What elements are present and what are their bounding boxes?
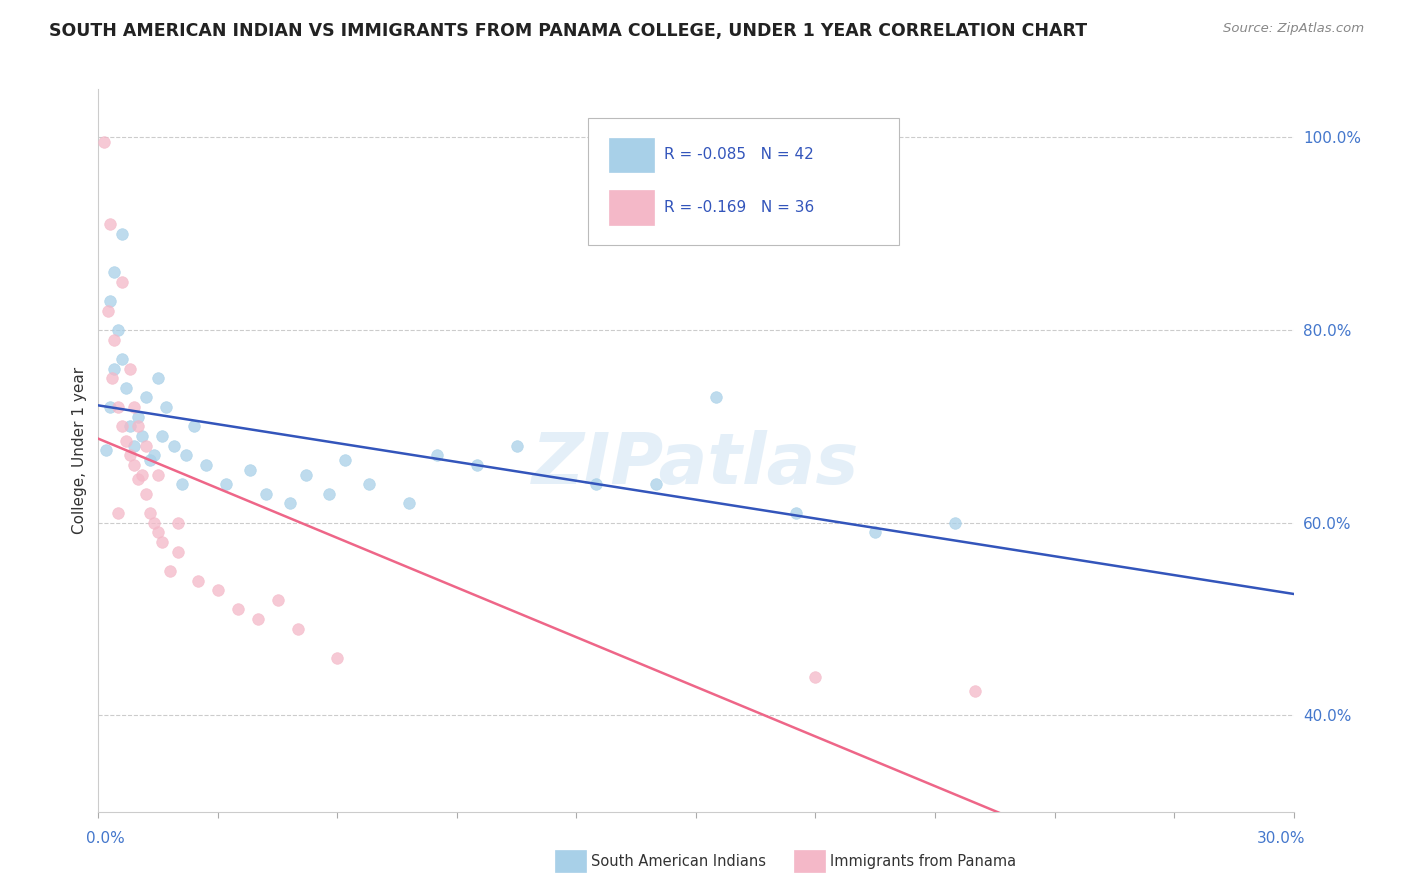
Point — [207, 583, 229, 598]
Point — [120, 419, 142, 434]
Point — [506, 439, 529, 453]
Point — [111, 419, 134, 434]
Point — [963, 684, 986, 698]
Point — [124, 400, 146, 414]
Point — [865, 525, 887, 540]
Point — [98, 400, 122, 414]
Point — [148, 371, 170, 385]
Point — [294, 467, 316, 482]
Point — [107, 400, 129, 414]
Point — [804, 670, 827, 684]
Point — [96, 443, 118, 458]
Point — [103, 333, 125, 347]
Point — [135, 487, 157, 501]
Text: 30.0%: 30.0% — [1257, 831, 1306, 846]
Point — [287, 622, 309, 636]
Point — [127, 409, 149, 424]
Point — [111, 275, 134, 289]
Point — [318, 487, 340, 501]
Point — [465, 458, 488, 472]
Point — [101, 371, 124, 385]
Point — [278, 496, 301, 510]
Point — [111, 227, 134, 241]
Point — [359, 477, 381, 491]
Point — [131, 467, 153, 482]
FancyBboxPatch shape — [589, 118, 900, 244]
Point — [135, 391, 157, 405]
Text: South American Indians: South American Indians — [591, 855, 765, 869]
Point — [645, 477, 668, 491]
Point — [785, 506, 807, 520]
Point — [704, 391, 727, 405]
Point — [98, 294, 122, 309]
Text: ZIPatlas: ZIPatlas — [533, 431, 859, 500]
Point — [183, 419, 205, 434]
Point — [98, 217, 122, 231]
Point — [155, 400, 177, 414]
Point — [267, 592, 290, 607]
Point — [131, 429, 153, 443]
Point — [254, 487, 277, 501]
Text: SOUTH AMERICAN INDIAN VS IMMIGRANTS FROM PANAMA COLLEGE, UNDER 1 YEAR CORRELATIO: SOUTH AMERICAN INDIAN VS IMMIGRANTS FROM… — [49, 22, 1087, 40]
FancyBboxPatch shape — [609, 137, 654, 172]
FancyBboxPatch shape — [609, 190, 654, 225]
Point — [115, 434, 138, 448]
Point — [163, 439, 186, 453]
Point — [103, 265, 125, 279]
Y-axis label: College, Under 1 year: College, Under 1 year — [72, 367, 87, 534]
Point — [139, 453, 162, 467]
Text: 0.0%: 0.0% — [87, 831, 125, 846]
Point — [103, 361, 125, 376]
Point — [107, 506, 129, 520]
Text: Source: ZipAtlas.com: Source: ZipAtlas.com — [1223, 22, 1364, 36]
Point — [239, 463, 262, 477]
Text: R = -0.085   N = 42: R = -0.085 N = 42 — [664, 147, 814, 162]
Point — [150, 429, 173, 443]
Text: Immigrants from Panama: Immigrants from Panama — [830, 855, 1015, 869]
Point — [127, 419, 149, 434]
Point — [148, 525, 170, 540]
Point — [120, 361, 142, 376]
Point — [120, 448, 142, 462]
Point — [167, 544, 190, 558]
Point — [150, 535, 173, 549]
Point — [143, 448, 166, 462]
Point — [174, 448, 197, 462]
Point — [335, 453, 357, 467]
Point — [246, 612, 269, 626]
Point — [139, 506, 162, 520]
Point — [426, 448, 449, 462]
Point — [127, 472, 149, 486]
Point — [148, 467, 170, 482]
Point — [215, 477, 238, 491]
Point — [111, 351, 134, 366]
Point — [585, 477, 607, 491]
Point — [115, 381, 138, 395]
Text: R = -0.169   N = 36: R = -0.169 N = 36 — [664, 200, 814, 215]
Point — [172, 477, 194, 491]
Point — [135, 439, 157, 453]
Point — [943, 516, 966, 530]
Point — [326, 650, 349, 665]
Point — [93, 135, 115, 149]
Point — [187, 574, 209, 588]
Point — [124, 439, 146, 453]
Point — [143, 516, 166, 530]
Point — [124, 458, 146, 472]
Point — [226, 602, 249, 616]
Point — [107, 323, 129, 337]
Point — [97, 303, 120, 318]
Point — [195, 458, 218, 472]
Point — [167, 516, 190, 530]
Point — [398, 496, 420, 510]
Point — [159, 564, 181, 578]
